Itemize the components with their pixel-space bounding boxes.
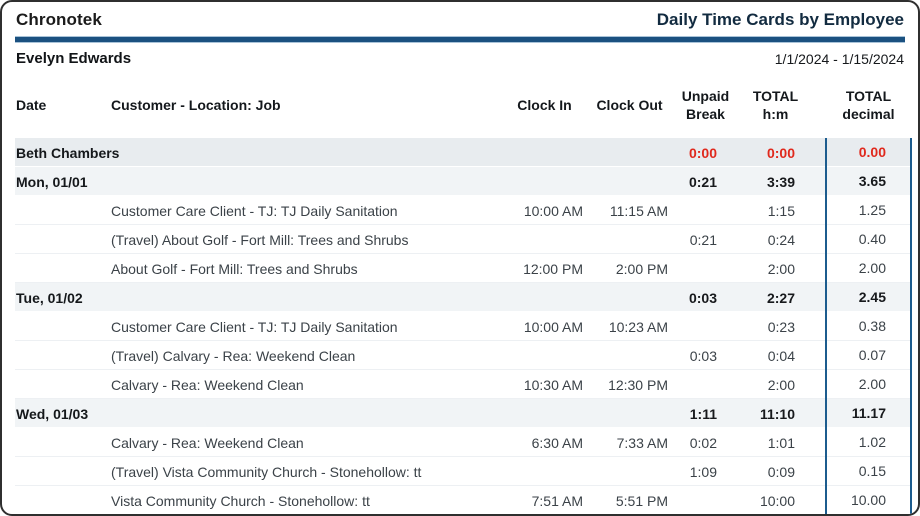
total-hm-cell: 3:39 [766,173,795,190]
sub-header: Evelyn Edwards 1/1/2024 - 1/15/2024 [2,43,918,73]
clock-out-cell: 5:51 PM [615,492,668,509]
total-hm-cell: 2:00 [767,376,795,393]
total-decimal-cell: 11.17 [825,399,912,428]
job-cell: Calvary - Rea: Weekend Clean [111,376,304,393]
column-header-unpaid-break: Unpaid Break [681,88,730,122]
date-range: 1/1/2024 - 1/15/2024 [774,50,904,67]
date-or-group-label: Tue, 01/02 [16,289,83,306]
total-hm-cell: 10:00 [759,492,795,509]
clock-out-cell: 12:30 PM [608,376,668,393]
column-header-total-hm: TOTAL h:m [752,88,799,122]
column-header-clock-in: Clock In [517,96,572,113]
clock-out-cell: 2:00 PM [615,260,668,277]
clock-in-cell: 12:00 PM [523,260,583,277]
total-hm-cell: 0:09 [767,463,795,480]
total-hm-cell: 0:00 [766,144,795,161]
clock-in-cell: 10:00 AM [523,318,583,335]
clock-out-cell: 11:15 AM [609,202,668,219]
job-cell: About Golf - Fort Mill: Trees and Shrubs [111,260,358,277]
table-row: Tue, 01/02 0:03 2:27 2.45 [15,283,912,312]
job-cell: Calvary - Rea: Weekend Clean [111,434,304,451]
total-decimal-cell: 2.45 [825,283,912,312]
table-row: Beth Chambers 0:00 0:00 0.00 [15,138,912,167]
table-row: Mon, 01/01 0:21 3:39 3.65 [15,167,912,196]
top-bar: Chronotek Daily Time Cards by Employee [2,2,918,36]
employee-name: Evelyn Edwards [16,50,132,67]
table-row: Calvary - Rea: Weekend Clean 10:30 AM 12… [15,370,912,399]
clock-in-cell: 10:00 AM [523,202,583,219]
total-decimal-cell: 0.00 [825,138,912,167]
unpaid-break-cell: 1:09 [689,463,717,480]
table-row: About Golf - Fort Mill: Trees and Shrubs… [15,254,912,283]
clock-in-cell: 6:30 AM [531,434,583,451]
total-decimal-cell: 1.02 [825,428,912,457]
table-row: Calvary - Rea: Weekend Clean 6:30 AM 7:3… [15,428,912,457]
date-or-group-label: Beth Chambers [16,144,120,161]
total-hm-cell: 1:15 [767,202,795,219]
total-decimal-cell: 2.00 [825,370,912,399]
total-decimal-cell: 2.00 [825,254,912,283]
date-or-group-label: Mon, 01/01 [16,173,88,190]
clock-out-cell: 10:23 AM [608,318,668,335]
column-header-customer: Customer - Location: Job [111,96,281,113]
column-header-date: Date [16,96,47,113]
clock-in-cell: 7:51 AM [531,492,583,509]
total-decimal-cell: 0.38 [825,312,912,341]
total-hm-cell: 0:24 [767,231,795,248]
table-row: Vista Community Church - Stonehollow: tt… [15,486,912,514]
unpaid-break-cell: 1:11 [689,405,717,422]
report-title: Daily Time Cards by Employee [656,10,904,29]
job-cell: Customer Care Client - TJ: TJ Daily Sani… [111,318,398,335]
date-or-group-label: Wed, 01/03 [16,405,89,422]
table-body: Beth Chambers 0:00 0:00 0.00 Mon, 01/01 … [2,138,918,514]
unpaid-break-cell: 0:02 [689,434,717,451]
total-hm-cell: 1:01 [767,434,795,451]
unpaid-break-cell: 0:03 [688,289,717,306]
total-hm-cell: 0:23 [767,318,795,335]
clock-in-cell: 10:30 AM [523,376,583,393]
clock-out-cell: 7:33 AM [616,434,668,451]
total-hm-cell: 0:04 [767,347,795,364]
total-decimal-cell: 10.00 [825,486,912,514]
job-cell: (Travel) Calvary - Rea: Weekend Clean [111,347,356,364]
job-cell: (Travel) About Golf - Fort Mill: Trees a… [111,231,409,248]
brand-logo-text: Chronotek [16,10,102,29]
total-decimal-cell: 3.65 [825,167,912,196]
table-row: (Travel) About Golf - Fort Mill: Trees a… [15,225,912,254]
table-row: Customer Care Client - TJ: TJ Daily Sani… [15,312,912,341]
unpaid-break-cell: 0:00 [688,144,717,161]
total-decimal-cell: 0.15 [825,457,912,486]
total-decimal-cell: 1.25 [825,196,912,225]
total-decimal-cell: 0.07 [825,341,912,370]
table-row: Customer Care Client - TJ: TJ Daily Sani… [15,196,912,225]
total-hm-cell: 2:00 [767,260,795,277]
job-cell: Customer Care Client - TJ: TJ Daily Sani… [111,202,398,219]
unpaid-break-cell: 0:03 [689,347,717,364]
column-header-clock-out: Clock Out [596,96,663,113]
table-row: (Travel) Calvary - Rea: Weekend Clean 0:… [15,341,912,370]
column-header-total-decimal: TOTAL decimal [842,88,895,122]
job-cell: Vista Community Church - Stonehollow: tt [111,492,370,509]
total-hm-cell: 2:27 [766,289,795,306]
total-hm-cell: 11:10 [759,405,795,422]
table-header: Date Customer - Location: Job Clock In C… [2,73,918,138]
unpaid-break-cell: 0:21 [689,231,717,248]
table-row: (Travel) Vista Community Church - Stoneh… [15,457,912,486]
header-divider [15,36,905,43]
table-row: Wed, 01/03 1:11 11:10 11.17 [15,399,912,428]
unpaid-break-cell: 0:21 [688,173,717,190]
job-cell: (Travel) Vista Community Church - Stoneh… [111,463,422,480]
total-decimal-cell: 0.40 [825,225,912,254]
